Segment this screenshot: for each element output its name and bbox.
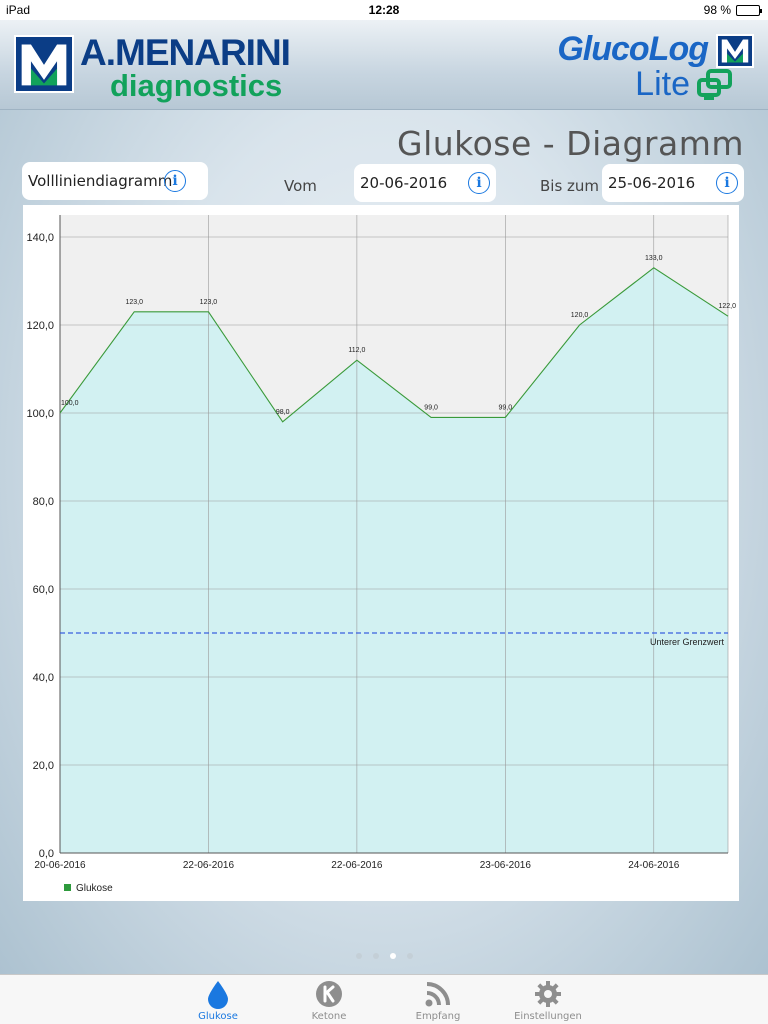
battery-percent: 98 %	[703, 3, 731, 17]
glucose-chart: 0,0 20,0 40,0 60,0 80,0 100,0 120,0 140,0 20-06-…	[26, 215, 736, 894]
y-tick-label: 80,0	[33, 496, 54, 508]
app-edition: Lite	[635, 65, 690, 103]
y-tick-label: 100,0	[26, 408, 54, 420]
legend-swatch	[64, 884, 71, 891]
from-date-field[interactable]: 20-06-2016 i	[354, 164, 496, 202]
to-label: Bis zum	[540, 177, 600, 195]
app-m-logo-icon	[716, 34, 754, 68]
brand-subtitle: diagnostics	[110, 68, 283, 103]
threshold-label: Unterer Grenzwert	[650, 637, 725, 647]
tab-label: Glukose	[198, 1011, 238, 1022]
battery-icon	[736, 4, 762, 16]
series-area	[60, 267, 728, 853]
data-label: 122,0	[718, 303, 736, 310]
chart-type-selector[interactable]: Vollliniendiagramm i	[22, 162, 208, 200]
data-label: 98,0	[276, 409, 290, 416]
data-label: 133,0	[645, 255, 663, 262]
y-tick-label: 0,0	[39, 848, 54, 860]
x-tick-label: 23-06-2016	[480, 860, 532, 871]
screens-logo-icon	[697, 69, 732, 100]
page-dot[interactable]	[389, 953, 396, 959]
x-tick-label: 20-06-2016	[34, 860, 86, 871]
ketone-k-icon	[316, 981, 342, 1007]
legend-label: Glukose	[76, 883, 113, 894]
chart-panel: 0,0 20,0 40,0 60,0 80,0 100,0 120,0 140,0 20-06-…	[23, 205, 739, 901]
tab-bar: Glukose Ketone Empfang	[0, 974, 768, 1024]
drop-icon	[208, 981, 228, 1009]
tab-label: Einstellungen	[514, 1011, 582, 1022]
status-bar: iPad 12:28 98 %	[0, 0, 768, 20]
tab-empfang[interactable]: Empfang	[393, 975, 483, 1024]
brand-name: A.MENARINI	[80, 32, 291, 73]
from-date-info-icon[interactable]: i	[468, 172, 490, 194]
chart-type-info-icon[interactable]: i	[164, 170, 186, 192]
data-label: 100,0	[61, 400, 79, 407]
page-title: Glukose - Diagramm	[397, 124, 744, 163]
rss-icon	[425, 982, 450, 1007]
y-tick-label: 140,0	[26, 232, 54, 244]
data-label: 112,0	[348, 347, 365, 354]
device-name: iPad	[6, 3, 31, 17]
battery-status: 98 %	[703, 3, 762, 17]
data-label: 99,0	[424, 404, 438, 411]
from-date-value: 20-06-2016	[360, 174, 448, 192]
menarini-logo-icon	[14, 35, 74, 93]
series-line	[59, 267, 729, 423]
data-label: 120,0	[571, 312, 589, 319]
data-label: 123,0	[200, 299, 218, 306]
data-label: 123,0	[125, 299, 143, 306]
y-tick-label: 120,0	[26, 320, 54, 332]
tab-label: Ketone	[311, 1011, 347, 1022]
status-time: 12:28	[368, 3, 400, 17]
gear-icon	[535, 981, 561, 1007]
y-tick-label: 60,0	[33, 584, 54, 596]
from-label: Vom	[284, 177, 317, 195]
y-tick-label: 40,0	[33, 672, 54, 684]
to-date-value: 25-06-2016	[608, 174, 696, 192]
app-name: GlucoLog	[557, 30, 709, 68]
page-dot[interactable]	[372, 953, 379, 959]
to-date-info-icon[interactable]: i	[716, 172, 738, 194]
data-label: 99,0	[499, 404, 513, 411]
page-indicator[interactable]	[0, 953, 768, 959]
tab-einstellungen[interactable]: Einstellungen	[503, 975, 593, 1024]
to-date-field[interactable]: 25-06-2016 i	[602, 164, 744, 202]
tab-glukose[interactable]: Glukose	[173, 975, 263, 1024]
page-dot[interactable]	[355, 953, 362, 959]
y-tick-label: 20,0	[33, 760, 54, 772]
x-tick-label: 24-06-2016	[628, 860, 680, 871]
header-banner: A.MENARINI diagnostics GlucoLog Lite	[0, 20, 768, 110]
tab-ketone[interactable]: Ketone	[284, 975, 374, 1024]
tab-label: Empfang	[415, 1011, 461, 1022]
x-tick-label: 22-06-2016	[331, 860, 383, 871]
page-dot[interactable]	[406, 953, 413, 959]
x-tick-label: 22-06-2016	[183, 860, 235, 871]
chart-type-value: Vollliniendiagramm	[28, 172, 173, 190]
